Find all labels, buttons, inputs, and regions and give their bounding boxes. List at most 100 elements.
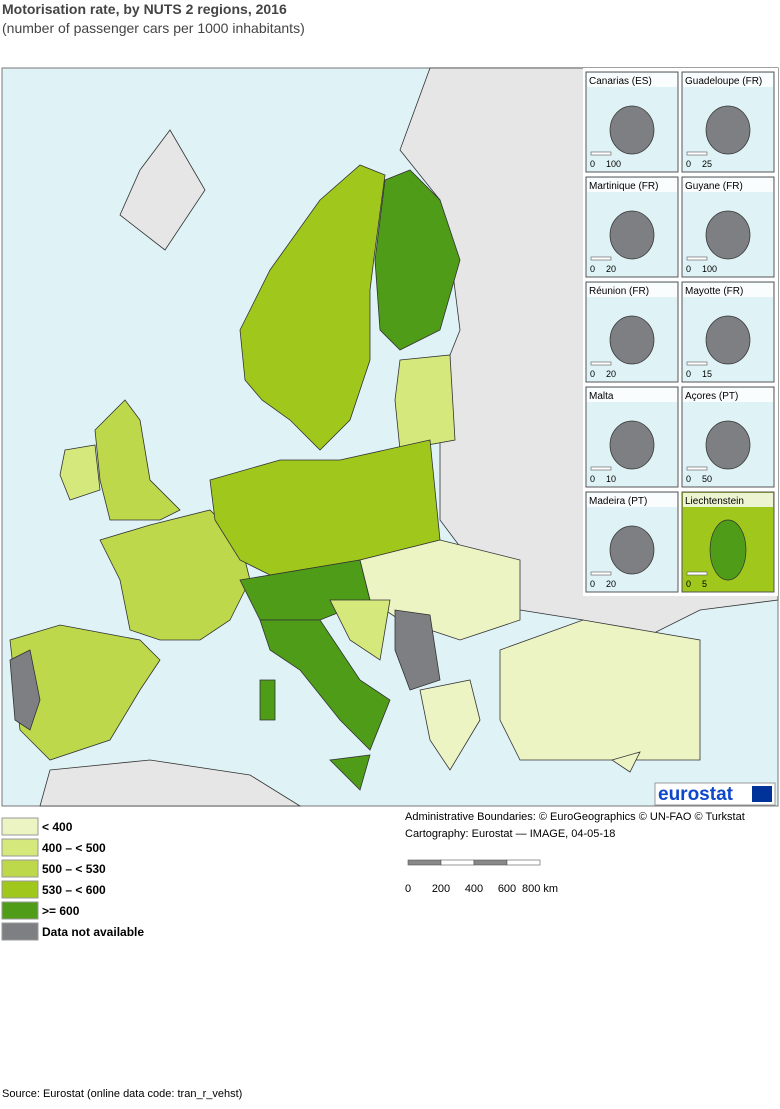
baltics	[394, 354, 456, 451]
inset-name: Guadeloupe (FR)	[685, 76, 762, 87]
legend: < 400 400 – < 500 500 – < 530 530 – < 600 >=…	[1, 817, 144, 941]
inset-label-bg	[587, 493, 677, 507]
logo-box	[654, 782, 776, 806]
inset-name: Canarias (ES)	[589, 76, 652, 87]
legend-swatch	[1, 922, 39, 941]
inset-land	[609, 315, 655, 365]
inset-scale-label: 100	[606, 159, 621, 169]
cyprus	[611, 751, 641, 773]
inset-label-bg	[683, 283, 773, 297]
legend-swatch	[1, 817, 39, 836]
inset-scale	[686, 256, 708, 261]
legend-label: 400 – < 500	[42, 841, 106, 855]
scale-segment	[407, 859, 442, 866]
legend-label: 500 – < 530	[42, 862, 106, 876]
inset-label-bg	[587, 388, 677, 402]
inset-label-bg	[587, 283, 677, 297]
inset-label-bg	[683, 388, 773, 402]
italy	[259, 619, 391, 751]
scale-label: 600	[498, 883, 516, 895]
western-balkans	[394, 609, 441, 691]
iceland	[119, 129, 206, 251]
scale-segment	[440, 859, 475, 866]
legend-label: Data not available	[42, 925, 144, 939]
iberia	[9, 624, 161, 761]
title: Motorisation rate, by NUTS 2 regions, 20…	[2, 1, 287, 17]
greece	[419, 679, 481, 771]
inset-scale	[686, 151, 708, 156]
inset-scale-label: 0	[686, 579, 691, 589]
inset-land	[609, 525, 655, 575]
inset-scale-label: 0	[590, 579, 595, 589]
inset-scale	[590, 571, 612, 576]
inset-name: Martinique (FR)	[589, 181, 658, 192]
sardinia	[259, 679, 276, 721]
great-britain	[94, 399, 181, 521]
scale-bar: 0 200 400 600 800 km	[405, 859, 558, 895]
inset-scale-label: 0	[686, 474, 691, 484]
inset-scale	[686, 466, 708, 471]
inset-land	[709, 519, 747, 581]
inset-scale-label: 0	[686, 159, 691, 169]
inset-scale	[686, 361, 708, 366]
sicily	[329, 754, 371, 791]
legend-label: < 400	[42, 820, 73, 834]
finland	[374, 169, 461, 351]
inset-scale-label: 20	[606, 264, 616, 274]
scale-label: 0	[405, 883, 411, 895]
inset-scale-label: 10	[606, 474, 616, 484]
france	[99, 509, 251, 641]
inset-name: Malta	[589, 391, 614, 402]
scale-label: 200	[432, 883, 450, 895]
inset-scale	[590, 256, 612, 261]
legend-swatch	[1, 838, 39, 857]
inset-land	[705, 315, 751, 365]
inset-label-bg	[683, 73, 773, 87]
inset-land	[609, 420, 655, 470]
inset-name: Madeira (PT)	[589, 496, 647, 507]
scale-label: 800 km	[522, 883, 558, 895]
inset-label-bg	[587, 73, 677, 87]
scandinavia	[239, 164, 386, 451]
legend-label: >= 600	[42, 904, 80, 918]
inset-land	[705, 105, 751, 155]
inset-scale-label: 20	[606, 369, 616, 379]
inset-scale-label: 0	[590, 474, 595, 484]
inset-scale-label: 100	[702, 264, 717, 274]
inset-label-bg	[587, 178, 677, 192]
credit: Cartography: Eurostat — IMAGE, 04-05-18	[405, 828, 615, 840]
eu-flag	[752, 786, 772, 802]
inset-scale-label: 0	[686, 369, 691, 379]
subtitle: (number of passenger cars per 1000 inhab…	[2, 20, 305, 36]
inset-scale-label: 0	[590, 159, 595, 169]
legend-swatch	[1, 859, 39, 878]
inset-scale	[686, 571, 708, 576]
inset-label-bg	[683, 493, 773, 507]
inset-scale	[590, 466, 612, 471]
legend-label: 530 – < 600	[42, 883, 106, 897]
inset-scale-label: 0	[686, 264, 691, 274]
source: Source: Eurostat (online data code: tran…	[2, 1088, 242, 1100]
inset-scale-label: 0	[590, 369, 595, 379]
croatia	[329, 599, 391, 661]
scale-segment	[506, 859, 541, 866]
legend-swatch	[1, 880, 39, 899]
inset-name: Réunion (FR)	[589, 286, 649, 297]
inset-scale-label: 25	[702, 159, 712, 169]
legend-swatch	[1, 901, 39, 920]
logo: eurostat	[658, 784, 734, 805]
scale-label: 400	[465, 883, 483, 895]
ireland	[59, 444, 101, 501]
inset-name: Guyane (FR)	[685, 181, 743, 192]
scale-segment	[473, 859, 508, 866]
inset-scale	[590, 361, 612, 366]
inset-land	[705, 420, 751, 470]
inset-scale-label: 0	[590, 264, 595, 274]
inset-scale-label: 5	[702, 579, 707, 589]
inset-land	[705, 210, 751, 260]
inset-name: Açores (PT)	[685, 391, 738, 402]
turkey	[499, 619, 701, 761]
north-africa	[39, 759, 302, 807]
